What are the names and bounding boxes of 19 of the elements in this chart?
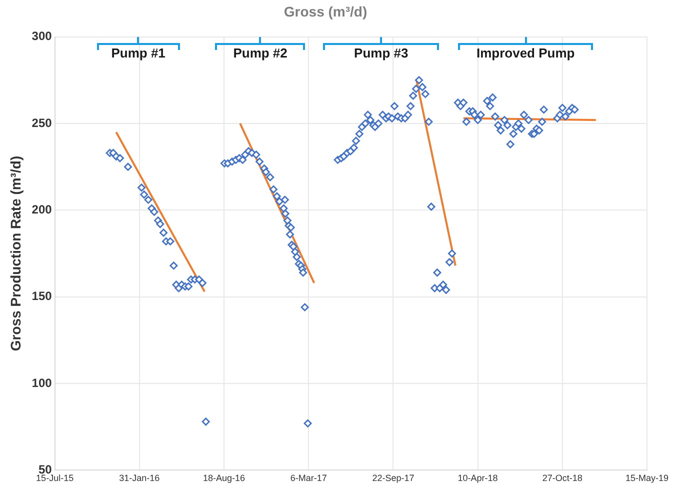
x-tick-label: 31-Jan-16	[119, 473, 160, 484]
y-tick-label: 300	[32, 29, 52, 44]
x-tick-label: 22-Sep-17	[372, 473, 414, 484]
x-tick-label: 15-Jul-15	[36, 473, 74, 484]
annotation: Pump #2	[233, 45, 288, 60]
annotation: Pump #3	[354, 45, 408, 60]
x-tick-label: 27-Oct-18	[542, 473, 582, 484]
y-tick-label: 250	[32, 116, 52, 130]
annotation: Improved Pump	[476, 45, 575, 60]
annotation: Pump #1	[111, 45, 166, 60]
x-tick-label: 18-Aug-16	[203, 473, 246, 484]
chart-title: Gross (m³/d)	[284, 3, 368, 20]
y-axis-title: Gross Production Rate (m³/d)	[7, 156, 24, 352]
y-tick-label: 150	[32, 289, 52, 304]
y-tick-label: 200	[32, 202, 52, 216]
x-tick-label: 10-Apr-18	[458, 473, 498, 484]
x-tick-label: 6-Mar-17	[290, 473, 327, 484]
x-tick-label: 15-May-19	[625, 473, 669, 484]
y-tick-label: 100	[32, 376, 52, 390]
